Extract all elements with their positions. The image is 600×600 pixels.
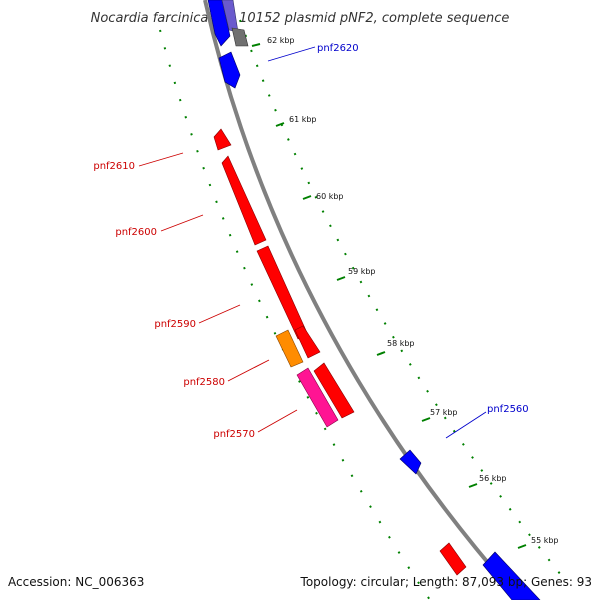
gene-label-pnf2560: pnf2560 — [487, 404, 529, 415]
gene-label-pnf2610: pnf2610 — [93, 161, 135, 172]
leader-pnf2580 — [227, 359, 270, 382]
kbp-ticks — [251, 43, 527, 549]
gene-pnf2580[interactable] — [275, 329, 304, 368]
gene-red-2575[interactable] — [313, 362, 355, 419]
gene-label-pnf2600: pnf2600 — [115, 227, 157, 238]
kbp-label-58: 58 kbp — [387, 339, 415, 348]
leader-pnf2600 — [160, 214, 204, 232]
gene-blue-bottom[interactable] — [482, 551, 541, 600]
gene-label-pnf2580: pnf2580 — [183, 377, 225, 388]
gene-label-pnf2570: pnf2570 — [213, 429, 255, 440]
leader-pnf2590 — [198, 304, 241, 324]
gene-label-pnf2590: pnf2590 — [154, 319, 196, 330]
leader-pnf2610 — [138, 152, 184, 167]
gene-gray-top[interactable] — [231, 27, 249, 47]
label-leaders — [138, 46, 487, 439]
kbp-label-59: 59 kbp — [348, 267, 376, 276]
kbp-label-62: 62 kbp — [267, 36, 295, 45]
leader-pnf2560 — [445, 411, 487, 439]
kbp-label-60: 60 kbp — [316, 192, 344, 201]
kbp-label-57: 57 kbp — [430, 408, 458, 417]
leader-pnf2570 — [257, 409, 298, 433]
kbp-label-55: 55 kbp — [531, 536, 559, 545]
kbp-label-56: 56 kbp — [479, 474, 507, 483]
gene-blue-top-2[interactable] — [218, 51, 241, 89]
gene-red-bottom[interactable] — [439, 542, 467, 576]
gene-label-pnf2620: pnf2620 — [317, 43, 359, 54]
leader-pnf2620 — [267, 46, 316, 62]
gene-pnf2570[interactable] — [296, 367, 339, 428]
gene-pnf2610[interactable] — [213, 128, 232, 151]
accession-text: Accession: NC_006363 — [8, 575, 144, 589]
map-title: Nocardia farcinica IFM 10152 plasmid pNF… — [91, 11, 510, 26]
gene-pnf2600[interactable] — [221, 155, 267, 246]
gene-red-2585[interactable] — [294, 325, 321, 359]
gene-pnf2560[interactable] — [399, 449, 422, 475]
plasmid-backbone — [203, 0, 522, 600]
kbp-label-61: 61 kbp — [289, 115, 317, 124]
gene-pnf2590[interactable] — [256, 245, 309, 340]
summary-text: Topology: circular; Length: 87,093 bp; G… — [300, 575, 592, 589]
